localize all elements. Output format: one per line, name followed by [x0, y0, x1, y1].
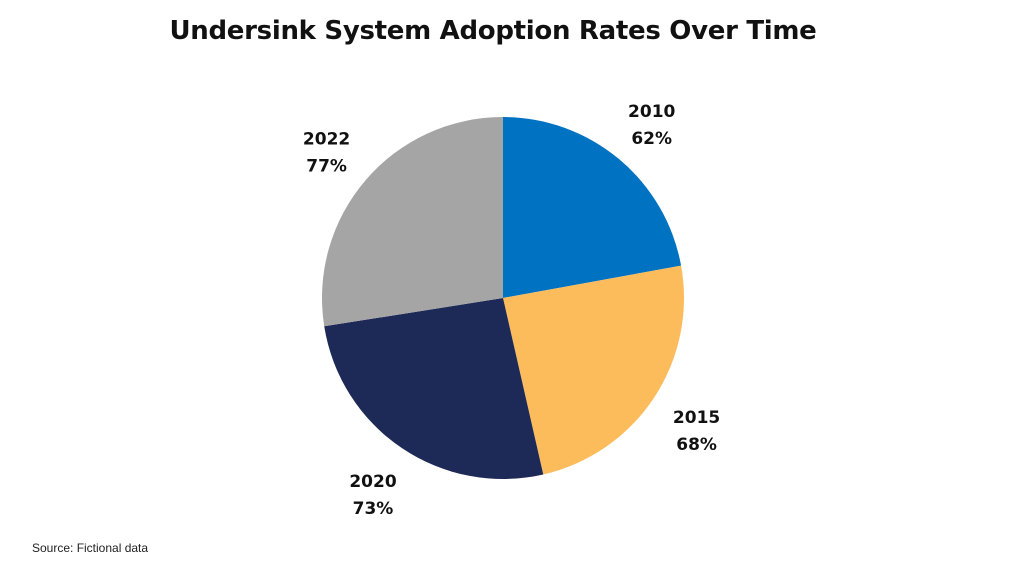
slice-category-label: 2020	[349, 472, 396, 492]
slice-value-label: 73%	[353, 499, 394, 519]
slice-value-label: 62%	[631, 129, 672, 149]
pie-slice-2015	[503, 265, 684, 475]
slice-value-label: 77%	[306, 156, 347, 176]
pie-labels: 2010 62% 2015 68% 2020 73% 2022 77%	[303, 102, 720, 519]
pie-slice-2010	[503, 117, 682, 298]
slice-category-label: 2022	[303, 129, 350, 149]
slice-category-label: 2010	[628, 102, 675, 122]
source-note: Source: Fictional data	[32, 541, 149, 555]
pie-slice-2022	[322, 117, 503, 327]
pie-slices	[322, 117, 684, 479]
pie-slice-2020	[324, 298, 544, 479]
slice-value-label: 68%	[676, 435, 717, 455]
chart-title: Undersink System Adoption Rates Over Tim…	[169, 16, 817, 46]
slice-category-label: 2015	[673, 408, 720, 428]
